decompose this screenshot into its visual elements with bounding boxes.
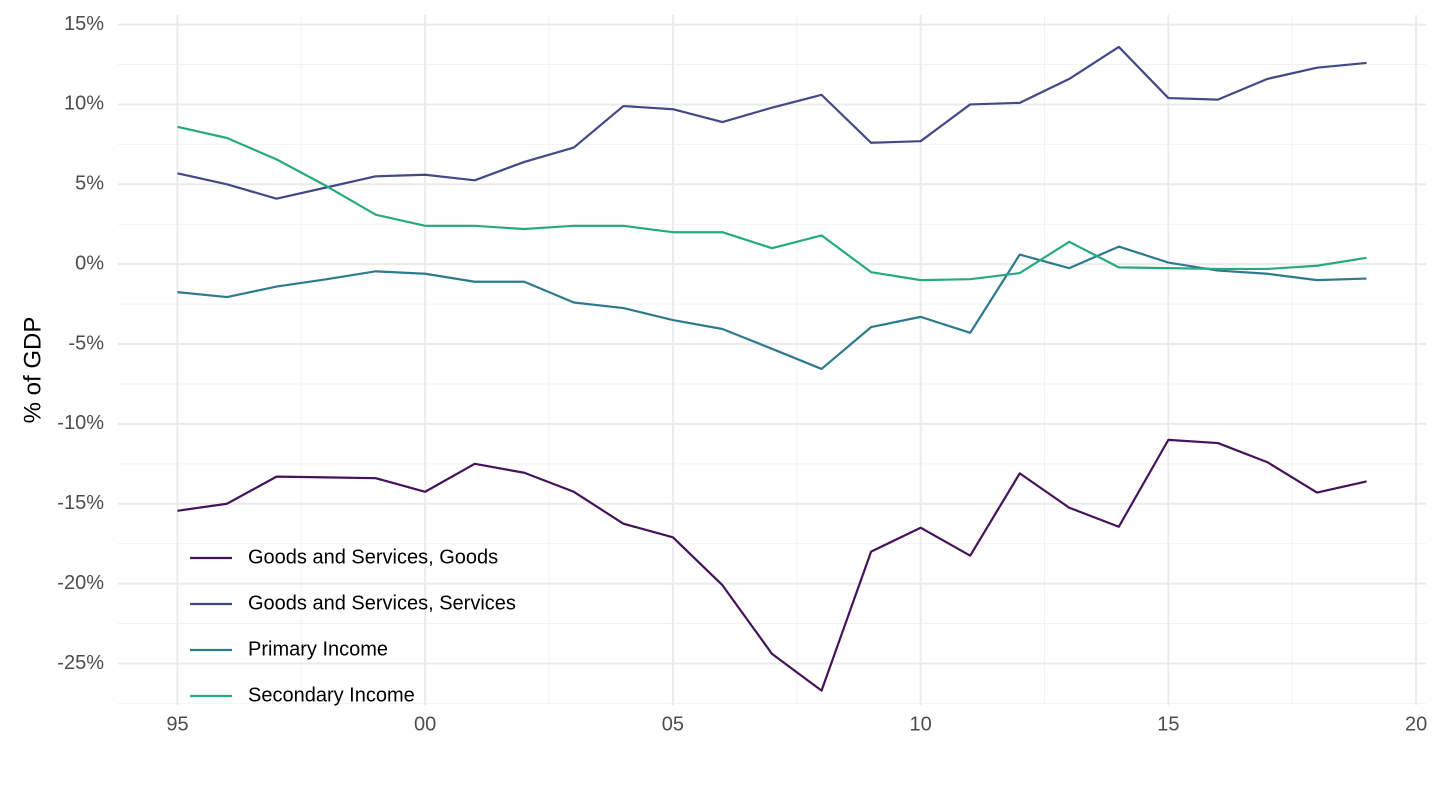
y-tick-label: 0% (75, 252, 104, 274)
series-line (177, 438, 1367, 692)
y-tick-label: 10% (64, 93, 104, 115)
legend-label: Secondary Income (248, 684, 415, 706)
x-tick-label: 95 (166, 713, 188, 735)
series-line (177, 245, 1367, 371)
y-tick-label: -20% (57, 572, 104, 594)
y-axis-label: % of GDP (19, 317, 46, 424)
y-tick-label: -25% (57, 652, 104, 674)
x-tick-label: 00 (414, 713, 436, 735)
y-tick-label: 5% (75, 173, 104, 195)
x-tick-label: 05 (662, 713, 684, 735)
x-tick-label: 15 (1157, 713, 1179, 735)
series-line (177, 125, 1367, 282)
y-tick-label: -15% (57, 492, 104, 514)
x-tick-label: 20 (1405, 713, 1427, 735)
legend-label: Goods and Services, Services (248, 592, 516, 614)
x-tick-label: 10 (910, 713, 932, 735)
y-tick-label: -10% (57, 412, 104, 434)
legend-label: Primary Income (248, 638, 388, 660)
series-line (177, 45, 1367, 200)
legend-label: Goods and Services, Goods (248, 546, 498, 568)
y-tick-label: 15% (64, 13, 104, 35)
y-tick-label: -5% (68, 332, 104, 354)
